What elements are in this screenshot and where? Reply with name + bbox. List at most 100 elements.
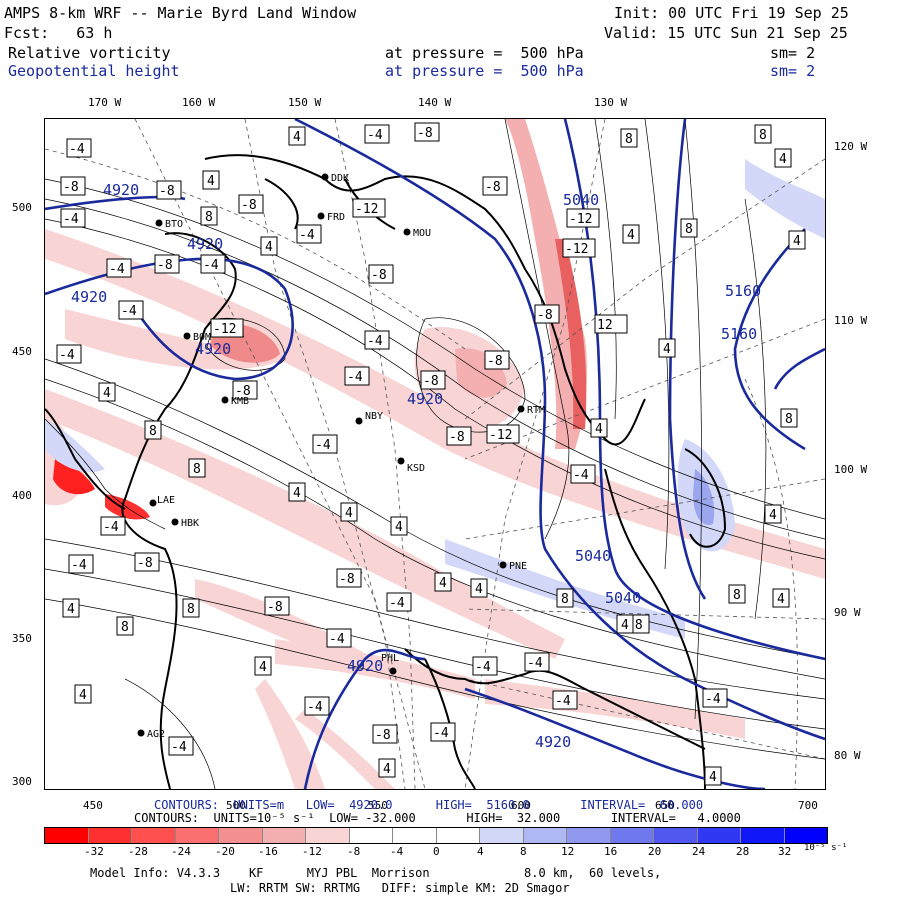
svg-text:-12: -12 (489, 428, 512, 443)
svg-text:-8: -8 (423, 374, 439, 389)
station-marker: PHL (381, 653, 399, 675)
vort-label-box: 4 (434, 572, 452, 592)
vort-label-box: -4 (570, 464, 596, 484)
colorbar-cell (306, 828, 350, 843)
station-marker: NBY (355, 411, 383, 425)
colorbar-cell (784, 828, 827, 843)
station-marker: BOM (183, 332, 211, 343)
graticule (45, 119, 825, 789)
valid-time: Valid: 15 UTC Sun 21 Sep 25 (604, 24, 848, 42)
svg-text:8: 8 (785, 412, 793, 427)
vort-label-box: -8 (154, 254, 180, 274)
svg-text:-4: -4 (121, 304, 137, 319)
left-grid-label: 300 (12, 775, 32, 788)
station-marker: HBK (171, 518, 199, 529)
svg-text:8: 8 (561, 592, 569, 607)
bottom-grid-label: 450 (83, 799, 103, 812)
colorbar-label: -12 (302, 845, 322, 858)
vort-label-box: 4 (288, 482, 306, 502)
right-lon-label: 120 W (834, 140, 868, 153)
forecast-hour: Fcst: 63 h (4, 24, 113, 42)
bottom-grid-label: 600 (511, 799, 531, 812)
colorbar-label: -32 (84, 845, 104, 858)
colorbar-cell (88, 828, 132, 843)
top-lon-label: 170 W (88, 96, 122, 109)
vort-label-box: -8 (156, 180, 182, 200)
svg-text:-4: -4 (433, 726, 449, 741)
height-label: 4920 (71, 288, 107, 306)
svg-text:4: 4 (777, 592, 785, 607)
svg-text:4: 4 (345, 506, 353, 521)
height-label: 4920 (347, 657, 383, 675)
colorbar-cell (262, 828, 306, 843)
station-marker: MOU (403, 228, 431, 239)
vort-label-box: 4 (202, 170, 220, 190)
vort-label-box: 4 (772, 588, 790, 608)
svg-text:-8: -8 (449, 430, 465, 445)
height-label: 4920 (103, 181, 139, 199)
svg-text:-4: -4 (367, 128, 383, 143)
field2-level: at pressure = 500 hPa (385, 62, 584, 80)
station-marker: KSD (397, 457, 425, 474)
vort-label-box: -4 (168, 736, 194, 756)
right-lon-label: 110 W (834, 314, 868, 327)
right-lon-label: 100 W (834, 463, 868, 476)
vorticity-labels: 4 -4 -8 -4 -8 -4 4 -8 8 -8 -12 -4 4 -4 -… (56, 122, 806, 786)
vort-label-box: -4 (702, 688, 728, 708)
vort-label-box: -8 (414, 122, 440, 142)
colorbar-label: 12 (561, 845, 575, 858)
bottom-grid-label: 650 (655, 799, 675, 812)
svg-text:-8: -8 (339, 572, 355, 587)
vort-label-box: 4 (590, 418, 608, 438)
coastline (45, 154, 727, 789)
svg-text:-4: -4 (203, 258, 219, 273)
colorbar-cell (480, 828, 524, 843)
svg-text:12: 12 (597, 318, 613, 333)
vort-label-box: 4 (378, 758, 396, 778)
svg-text:4: 4 (207, 174, 215, 189)
svg-text:4: 4 (383, 762, 391, 777)
svg-text:4: 4 (621, 618, 629, 633)
height-label: 5160 (725, 282, 761, 300)
svg-text:4: 4 (709, 770, 717, 785)
right-lon-label: 80 W (834, 749, 861, 762)
vort-label-box: -4 (56, 344, 82, 364)
colorbar-label: 16 (604, 845, 618, 858)
svg-text:-4: -4 (63, 212, 79, 227)
vort-label-box: -12 (562, 238, 596, 258)
map-svg: 4920 4920 4920 4920 4920 4920 4920 5040 … (45, 119, 825, 789)
left-grid-label: 350 (12, 632, 32, 645)
top-lon-label: 160 W (182, 96, 216, 109)
vort-label-box: -4 (364, 330, 390, 350)
right-lon-label: 90 W (834, 606, 861, 619)
colorbar-cell (697, 828, 741, 843)
station-marker: KMB (221, 396, 249, 407)
colorbar-cell (654, 828, 698, 843)
vort-label-box: -4 (118, 300, 144, 320)
station-marker: AG2 (137, 729, 165, 740)
colorbar-label: -16 (258, 845, 278, 858)
vort-label-box: 8 (728, 584, 746, 604)
vort-label-box: 4 (62, 598, 80, 618)
svg-text:KMB: KMB (231, 396, 249, 407)
svg-text:-8: -8 (241, 198, 257, 213)
station-marker: FRD (317, 212, 345, 223)
colorbar-cell (567, 828, 611, 843)
colorbar-label: -24 (171, 845, 191, 858)
svg-text:-12: -12 (569, 212, 592, 227)
svg-text:-8: -8 (137, 556, 153, 571)
svg-text:-4: -4 (367, 334, 383, 349)
vort-label-box: -8 (336, 568, 362, 588)
vort-label-box: -8 (238, 194, 264, 214)
svg-text:8: 8 (121, 620, 129, 635)
vort-label-box: -4 (296, 224, 322, 244)
field1-smoothing: sm= 2 (770, 44, 816, 62)
top-lon-label: 140 W (418, 96, 452, 109)
colorbar-label: -8 (347, 845, 361, 858)
svg-text:PNE: PNE (509, 561, 527, 572)
svg-text:HBK: HBK (181, 518, 199, 529)
model-grid-info: 8.0 km, 60 levels, (524, 866, 662, 880)
colorbar-label: 4 (477, 845, 484, 858)
svg-text:-4: -4 (555, 694, 571, 709)
svg-text:FRD: FRD (327, 212, 345, 223)
